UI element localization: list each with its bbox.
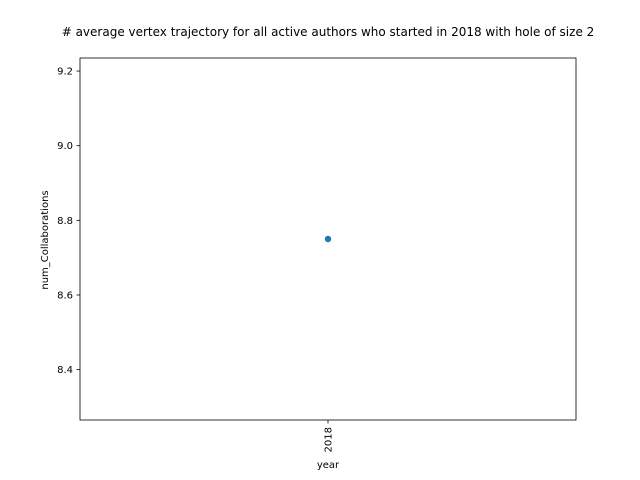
x-axis-label: year [317, 460, 340, 471]
y-axis-label: num_Collaborations [40, 190, 51, 289]
y-tick-label: 8.4 [57, 365, 73, 376]
y-axis: 8.4 8.6 8.8 9.0 9.2 [57, 67, 80, 376]
x-axis: 2018 [324, 420, 335, 452]
x-tick-label: 2018 [324, 427, 335, 452]
data-point [324, 235, 332, 243]
y-tick-label: 8.6 [57, 290, 73, 301]
y-tick-label: 8.8 [57, 216, 73, 227]
y-tick-label: 9.0 [57, 141, 73, 152]
y-tick-label: 9.2 [57, 67, 73, 78]
chart-title: # average vertex trajectory for all acti… [62, 25, 595, 39]
data-points [324, 235, 332, 243]
